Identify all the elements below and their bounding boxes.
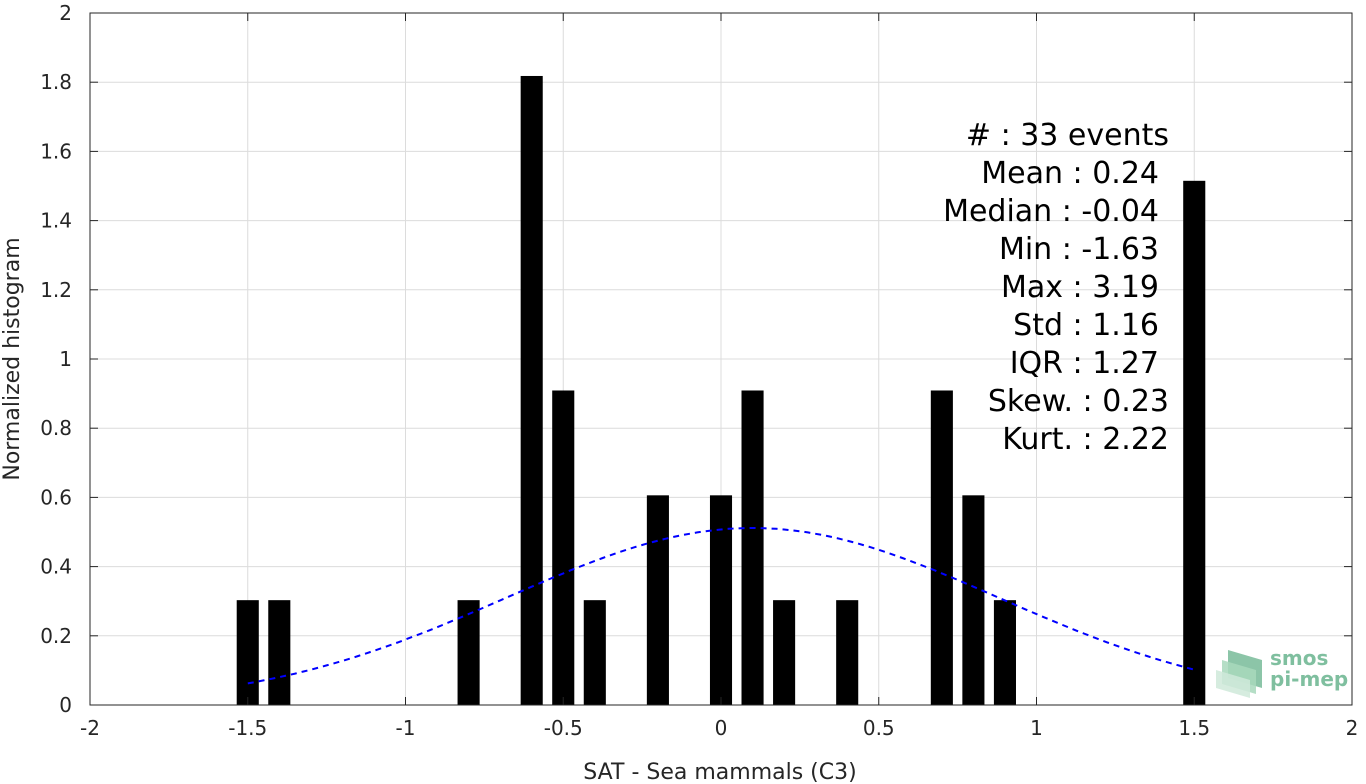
logo-line2: pi-mep <box>1270 667 1348 691</box>
smos-pi-mep-logo: smos pi-mep <box>1216 646 1348 698</box>
x-tick-label: -2 <box>80 716 100 740</box>
y-tick-label: 0.6 <box>40 485 72 509</box>
x-tick-label: -1.5 <box>228 716 267 740</box>
y-tick-label: 2 <box>59 1 72 25</box>
y-axis-label: Normalized histogram <box>0 237 25 480</box>
histogram-bar <box>993 600 1016 705</box>
x-tick-label: -1 <box>396 716 416 740</box>
histogram-bar <box>457 600 480 705</box>
y-tick-label: 1.8 <box>40 70 72 94</box>
x-tick-label: 0.5 <box>863 716 895 740</box>
y-tick-label: 1 <box>59 347 72 371</box>
histogram-bar <box>236 600 259 705</box>
stats-line: Mean : 0.24 <box>981 156 1159 191</box>
stats-line: Min : -1.63 <box>999 232 1159 267</box>
normal-fit-curve <box>247 526 1195 685</box>
logo-icon <box>1216 650 1262 698</box>
x-axis-label: SAT - Sea mammals (C3) <box>583 760 856 784</box>
histogram-bar <box>962 495 985 705</box>
y-tick-label: 0 <box>59 693 72 717</box>
histogram-bar <box>709 495 733 705</box>
y-tick-labels: 0 0.2 0.4 0.6 0.8 1 1.2 1.4 1.6 1.8 2 <box>40 1 72 717</box>
stats-line: Skew. : 0.23 <box>988 384 1169 419</box>
histogram-bar <box>268 600 291 705</box>
stats-line: IQR : 1.27 <box>1010 346 1159 381</box>
histogram-bar <box>646 495 669 705</box>
histogram-bar <box>836 600 859 705</box>
histogram-bar <box>583 600 606 705</box>
stats-line: Median : -0.04 <box>943 194 1159 229</box>
stats-line: # : 33 events <box>966 118 1169 153</box>
histogram-bar <box>1183 180 1206 705</box>
stats-line: Kurt. : 2.22 <box>1002 422 1169 457</box>
histogram-bar <box>773 600 796 705</box>
x-tick-label: 1.5 <box>1178 716 1210 740</box>
stats-line: Std : 1.16 <box>1013 308 1159 343</box>
y-tick-label: 0.8 <box>40 416 72 440</box>
x-tick-label: 2 <box>1346 716 1359 740</box>
y-tick-label: 0.2 <box>40 624 72 648</box>
histogram-bar <box>930 390 953 705</box>
histogram-bar <box>552 390 575 705</box>
y-tick-label: 1.6 <box>40 139 72 163</box>
stats-line: Max : 3.19 <box>1001 270 1159 305</box>
x-tick-label: -0.5 <box>544 716 583 740</box>
logo-line1: smos <box>1270 646 1328 670</box>
y-tick-label: 1.4 <box>40 209 72 233</box>
histogram-bar <box>520 75 543 706</box>
x-tick-label: 0 <box>715 716 728 740</box>
x-tick-label: 1 <box>1030 716 1043 740</box>
histogram-bar <box>741 390 764 705</box>
x-tick-labels: -2 -1.5 -1 -0.5 0 0.5 1 1.5 2 <box>80 716 1358 740</box>
axes <box>89 12 1353 706</box>
y-tick-label: 0.4 <box>40 555 72 579</box>
y-tick-label: 1.2 <box>40 278 72 302</box>
